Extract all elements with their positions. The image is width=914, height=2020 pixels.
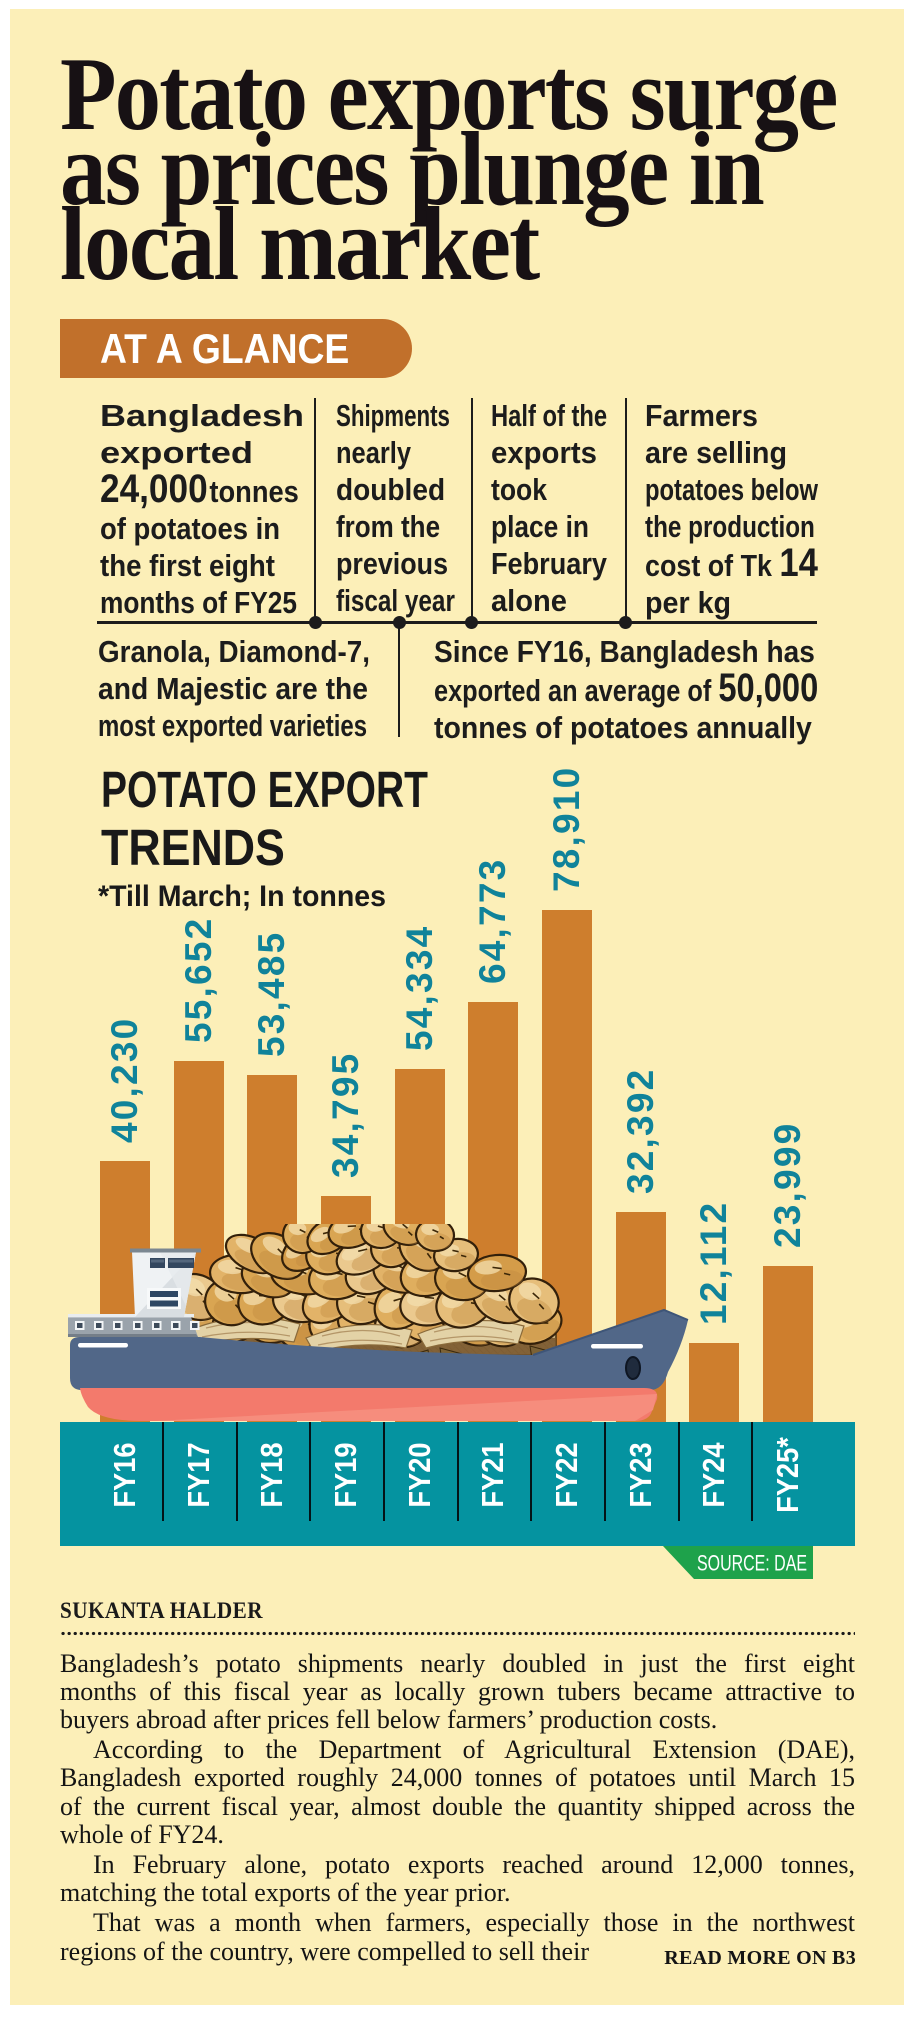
svg-text:SOURCE: DAE: SOURCE: DAE xyxy=(697,1551,807,1576)
